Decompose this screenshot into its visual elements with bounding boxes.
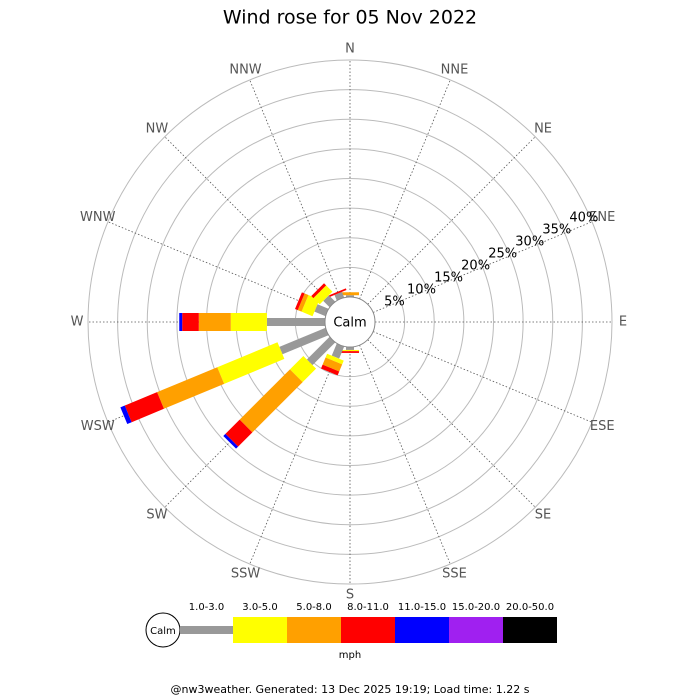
bar-segment <box>322 357 343 372</box>
legend-label: 5.0-8.0 <box>296 602 331 613</box>
legend-swatch <box>287 617 341 643</box>
footer: @nw3weather. Generated: 13 Dec 2025 19:1… <box>171 683 530 696</box>
bar-segment <box>157 367 225 409</box>
legend-swatch <box>180 626 233 634</box>
direction-label: SE <box>535 508 551 523</box>
legend-label: 8.0-11.0 <box>347 602 389 613</box>
bar-segment <box>279 327 329 355</box>
direction-label: S <box>346 588 354 603</box>
bar-segment <box>297 293 309 312</box>
bar-segment <box>311 283 327 299</box>
bar-segment <box>346 347 354 350</box>
legend-swatch <box>395 617 449 643</box>
spoke <box>359 344 451 565</box>
bar-segment <box>266 318 325 326</box>
direction-label: N <box>345 42 355 57</box>
legend-swatch <box>503 617 557 643</box>
spoke <box>107 221 328 313</box>
direction-label: WSW <box>81 419 115 434</box>
spoke <box>249 79 341 300</box>
legend-swatch <box>341 617 395 643</box>
r-tick-label: 40% <box>569 210 598 225</box>
bar-segment <box>179 313 183 331</box>
direction-label: ESE <box>590 419 615 434</box>
direction-label: W <box>71 315 84 330</box>
spoke <box>164 136 333 305</box>
r-tick-label: 25% <box>488 247 517 262</box>
spoke <box>372 331 593 423</box>
calm-circle <box>324 296 376 348</box>
direction-label: ENE <box>589 210 615 225</box>
bar-segment <box>225 419 253 447</box>
legend-swatch <box>449 617 503 643</box>
spoke <box>372 221 593 313</box>
calm-label: Calm <box>333 316 366 331</box>
bar-segment <box>223 433 239 449</box>
chart-title: Wind rose for 05 Nov 2022 <box>223 7 477 29</box>
legend-label: 1.0-3.0 <box>189 602 224 613</box>
bar-segment <box>124 392 164 423</box>
direction-label: NW <box>146 121 169 136</box>
bar-segment <box>325 353 344 365</box>
bar-segment <box>321 364 340 376</box>
bar-segment <box>182 313 199 331</box>
bar-segment <box>329 288 347 297</box>
direction-label: WNW <box>80 210 116 225</box>
legend-label: 20.0-50.0 <box>506 602 554 613</box>
bar-segment <box>198 313 231 331</box>
direction-label: SSE <box>442 567 467 582</box>
direction-label: SSW <box>231 567 261 582</box>
grid-ring <box>87 59 613 585</box>
direction-label: SW <box>146 508 167 523</box>
bar-segment <box>341 349 359 352</box>
spoke <box>249 344 341 565</box>
bar-segment <box>294 292 305 311</box>
bar-segment <box>341 351 359 353</box>
bar-segment <box>341 292 359 296</box>
legend-label: 15.0-20.0 <box>452 602 500 613</box>
r-tick-label: 15% <box>434 271 463 286</box>
r-tick-label: 10% <box>407 283 436 298</box>
direction-label: NNE <box>441 62 469 77</box>
bar-segment <box>306 336 336 366</box>
direction-label: E <box>619 315 627 330</box>
legend-label: 3.0-5.0 <box>242 602 277 613</box>
r-tick-label: 35% <box>542 222 571 237</box>
bar-segment <box>230 313 267 331</box>
bar-segment <box>301 295 320 317</box>
bar-segment <box>313 285 333 305</box>
r-tick-label: 30% <box>515 234 544 249</box>
bar-segment <box>217 342 285 384</box>
direction-label: NNW <box>229 62 261 77</box>
bar-segment <box>120 405 132 425</box>
direction-label: NE <box>534 121 552 136</box>
spoke <box>367 136 536 305</box>
r-tick-label: 5% <box>384 295 405 310</box>
bar-segment <box>314 304 329 317</box>
r-tick-label: 20% <box>461 259 490 274</box>
bar-segment <box>289 355 317 383</box>
spoke <box>367 339 536 508</box>
bar-segment <box>239 369 303 433</box>
legend-label: 11.0-15.0 <box>398 602 446 613</box>
spoke <box>359 79 451 300</box>
bar-segment <box>331 343 345 359</box>
legend-calm-label: Calm <box>150 626 176 637</box>
grid-ring <box>146 118 554 526</box>
legend-unit: mph <box>339 650 361 661</box>
legend-swatch <box>233 617 287 643</box>
bar-segment <box>346 295 354 297</box>
